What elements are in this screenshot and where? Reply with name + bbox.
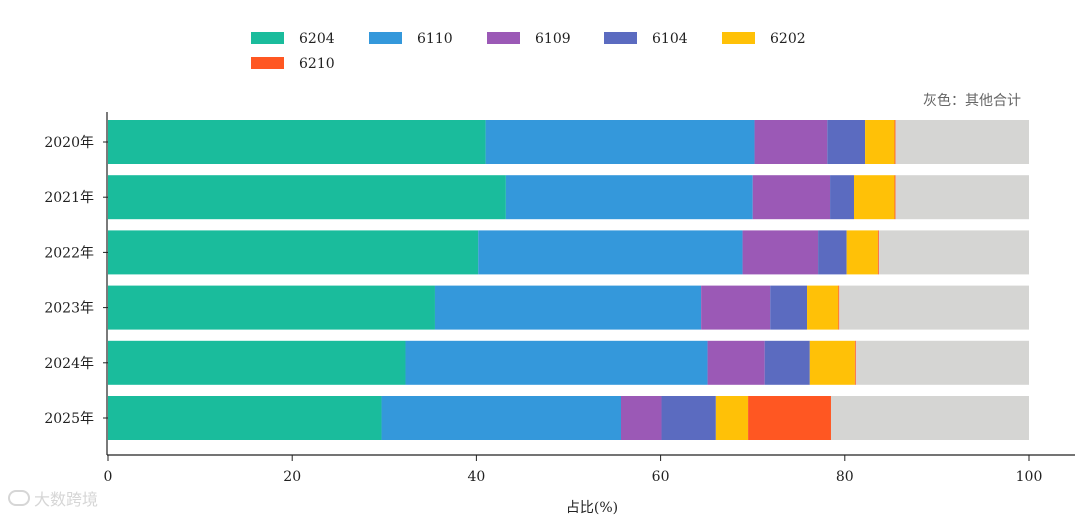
bar-6104-3 <box>818 230 847 275</box>
bar-6210-6 <box>748 396 831 440</box>
legend-swatch-6110 <box>369 32 402 44</box>
bar-6204-2 <box>108 175 506 220</box>
bar-6204-6 <box>108 396 382 440</box>
legend-swatch-6109 <box>487 32 520 44</box>
bar-6204-3 <box>108 230 479 275</box>
watermark: 大数跨境 <box>8 486 98 510</box>
bar-6204-1 <box>108 120 486 164</box>
bar-6109-4 <box>701 285 771 330</box>
bar-6210-5 <box>854 340 856 385</box>
bar-other-5 <box>855 340 1029 385</box>
watermark-text: 大数跨境 <box>34 490 99 509</box>
watermark-logo-icon <box>8 490 30 506</box>
legend-label-6202: 6202 <box>770 31 806 47</box>
bar-6202-2 <box>854 175 895 220</box>
bar-6204-4 <box>108 285 435 330</box>
bar-6110-3 <box>478 230 743 275</box>
legend: 6204 6110 6109 6104 6202 6210 <box>251 31 806 72</box>
bar-6109-3 <box>742 230 819 275</box>
bar-6202-6 <box>715 396 749 440</box>
bar-6104-6 <box>661 396 716 440</box>
y-tick-label: 2021年 <box>44 190 94 206</box>
bar-6202-3 <box>846 230 878 275</box>
legend-label-6104: 6104 <box>652 31 688 47</box>
y-tick-label: 2022年 <box>44 245 94 261</box>
bar-6110-5 <box>405 340 708 385</box>
gray-note: 灰色：其他合计 <box>923 92 1021 109</box>
bar-other-4 <box>839 285 1029 330</box>
legend-label-6204: 6204 <box>299 31 335 47</box>
bar-6202-5 <box>809 340 855 385</box>
legend-swatch-6210 <box>251 57 284 69</box>
bar-6109-1 <box>754 120 828 164</box>
x-tick-label: 0 <box>104 469 113 485</box>
x-axis: 0 20 40 60 80 100 <box>104 112 1075 485</box>
bar-6109-2 <box>752 175 831 220</box>
legend-swatch-6104 <box>604 32 637 44</box>
y-tick-label: 2023年 <box>44 301 94 317</box>
bar-6104-1 <box>827 120 866 164</box>
y-tick-label: 2024年 <box>44 356 94 372</box>
legend-label-6109: 6109 <box>535 31 571 47</box>
bar-6110-4 <box>434 285 702 330</box>
bar-6210-4 <box>838 285 840 330</box>
bar-6210-1 <box>894 120 896 164</box>
bar-6110-2 <box>505 175 753 220</box>
bar-6204-5 <box>108 340 406 385</box>
bar-other-1 <box>895 120 1029 164</box>
bar-6104-4 <box>770 285 808 330</box>
bar-6104-5 <box>764 340 810 385</box>
y-axis: 2020年 2021年 2022年 2023年 2024年 2025年 <box>44 135 108 427</box>
y-tick-label: 2020年 <box>44 135 94 151</box>
x-tick-label: 80 <box>836 469 854 485</box>
y-tick-label: 2025年 <box>44 411 94 427</box>
legend-swatch-6204 <box>251 32 284 44</box>
bar-6210-2 <box>894 175 896 220</box>
legend-label-6110: 6110 <box>417 31 453 47</box>
bar-6109-6 <box>620 396 662 440</box>
x-axis-label: 占比(%) <box>566 500 618 516</box>
bar-6104-2 <box>830 175 855 220</box>
bar-other-6 <box>830 396 1029 440</box>
bar-6210-3 <box>877 230 879 275</box>
bar-other-2 <box>895 175 1029 220</box>
bar-6110-1 <box>485 120 755 164</box>
bar-6109-5 <box>707 340 765 385</box>
x-tick-label: 100 <box>1016 469 1043 485</box>
bar-6202-4 <box>807 285 839 330</box>
bar-6110-6 <box>381 396 621 440</box>
x-tick-label: 20 <box>283 469 301 485</box>
legend-label-6210: 6210 <box>299 56 335 72</box>
bar-other-3 <box>878 230 1029 275</box>
x-tick-label: 40 <box>467 469 485 485</box>
bars <box>108 120 1029 440</box>
x-tick-label: 60 <box>652 469 670 485</box>
legend-swatch-6202 <box>722 32 755 44</box>
bar-6202-1 <box>865 120 895 164</box>
